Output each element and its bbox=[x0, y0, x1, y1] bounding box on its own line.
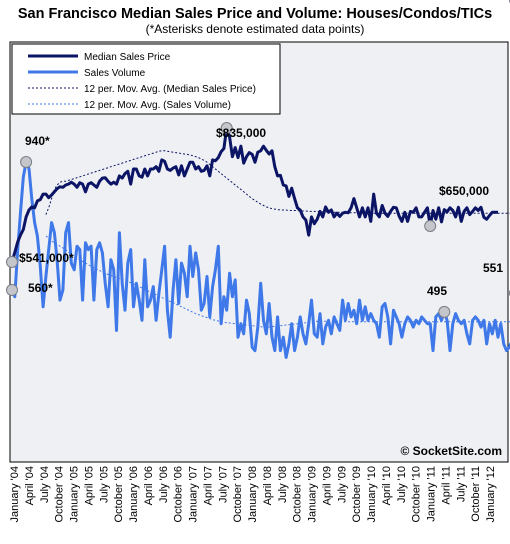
x-tick-label: October '06 bbox=[173, 466, 185, 523]
x-tick-label: April '07 bbox=[202, 466, 214, 505]
watermark: © SocketSite.com bbox=[400, 444, 502, 458]
x-tick-label: January '07 bbox=[188, 466, 200, 523]
series-line-sales-volume bbox=[10, 160, 510, 359]
series-line-volume-moving-average bbox=[45, 235, 510, 328]
data-label: 495 bbox=[427, 284, 447, 298]
x-tick-label: October '07 bbox=[232, 466, 244, 523]
data-label: 551 bbox=[483, 261, 503, 275]
x-tick-label: July '10 bbox=[396, 466, 408, 503]
x-tick-label: July '06 bbox=[158, 466, 170, 503]
x-tick-label: July '07 bbox=[217, 466, 229, 503]
data-point-marker bbox=[220, 122, 233, 134]
x-tick-label: July '05 bbox=[98, 466, 110, 503]
x-tick-label: October '04 bbox=[54, 466, 66, 523]
x-tick-label: April '10 bbox=[381, 466, 393, 505]
x-tick-label: April '06 bbox=[143, 466, 155, 505]
x-tick-label: April '09 bbox=[321, 466, 333, 505]
annotation-layer: $835,000 $650,000 $541,000* 940* 560* 495 551 bbox=[19, 126, 503, 298]
chart-title: San Francisco Median Sales Price and Vol… bbox=[18, 6, 492, 22]
x-tick-label: January '12 bbox=[485, 466, 497, 523]
x-axis: January '04 April '04 July '04 October '04 J… bbox=[9, 466, 497, 523]
data-point-marker bbox=[6, 284, 18, 296]
x-tick-label: October '05 bbox=[113, 466, 125, 523]
x-tick-label: January '11 bbox=[426, 466, 438, 522]
x-tick-label: July '04 bbox=[39, 466, 51, 503]
x-tick-label: January '05 bbox=[69, 466, 81, 523]
legend-label-volume-avg: 12 per. Mov. Avg. (Sales Volume) bbox=[84, 100, 231, 111]
data-point-marker bbox=[20, 156, 33, 168]
data-label: $650,000 bbox=[439, 184, 489, 198]
x-tick-label: July '11 bbox=[455, 466, 467, 502]
data-point-marker bbox=[424, 220, 437, 232]
x-tick-label: October '09 bbox=[351, 466, 363, 523]
x-tick-label: January '04 bbox=[9, 466, 21, 523]
series-line-price-moving-average bbox=[45, 150, 510, 215]
legend-label-volume: Sales Volume bbox=[84, 68, 146, 79]
x-tick-label: January '06 bbox=[128, 466, 140, 523]
legend-label-price: Median Sales Price bbox=[84, 52, 171, 63]
x-tick-label: October '11 bbox=[470, 466, 482, 522]
x-tick-label: April '05 bbox=[83, 466, 95, 505]
data-point-marker bbox=[6, 256, 18, 268]
chart-subtitle: (*Asterisks denote estimated data points… bbox=[146, 22, 365, 36]
series-layer bbox=[10, 126, 510, 359]
x-tick-label: July '09 bbox=[336, 466, 348, 503]
series-line-median-sales-price bbox=[10, 126, 498, 263]
data-point-marker bbox=[438, 305, 451, 318]
data-label: $835,000 bbox=[216, 126, 266, 140]
legend: Median Sales Price Sales Volume 12 per. … bbox=[11, 43, 281, 115]
marker-layer bbox=[6, 0, 510, 318]
x-tick-label: April '08 bbox=[262, 466, 274, 505]
x-tick-label: January '09 bbox=[307, 466, 319, 523]
x-tick-label: January '08 bbox=[247, 466, 259, 523]
data-label: 940* bbox=[25, 134, 50, 148]
data-label: 560* bbox=[28, 281, 53, 295]
legend-label-price-avg: 12 per. Mov. Avg. (Median Sales Price) bbox=[84, 84, 256, 95]
x-tick-label: April '11 bbox=[440, 466, 452, 505]
x-tick-label: October '08 bbox=[292, 466, 304, 523]
x-tick-label: April '04 bbox=[24, 466, 36, 505]
x-tick-label: July '08 bbox=[277, 466, 289, 503]
x-tick-label: October '10 bbox=[411, 466, 423, 523]
data-label: $541,000* bbox=[19, 251, 74, 265]
x-tick-label: January '10 bbox=[366, 466, 378, 523]
